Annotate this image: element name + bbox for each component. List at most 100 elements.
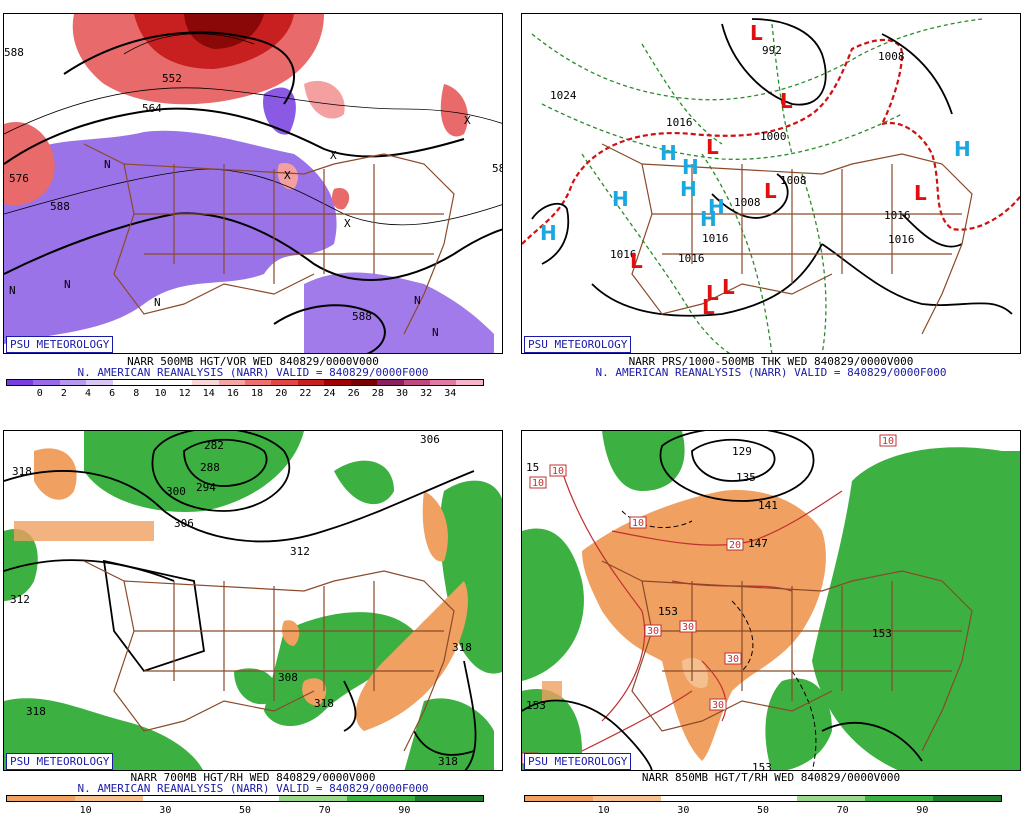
- colorbar-tick-label: 14: [202, 388, 215, 399]
- svg-text:318: 318: [26, 705, 46, 718]
- svg-text:312: 312: [10, 593, 30, 606]
- svg-text:30: 30: [647, 626, 659, 637]
- colorbar-tick-label: 6: [109, 388, 116, 399]
- svg-text:H: H: [700, 207, 717, 231]
- svg-text:H: H: [682, 155, 699, 179]
- colorbar-tick-label: 12: [178, 388, 191, 399]
- colorbar-swatch: [403, 380, 430, 385]
- svg-text:318: 318: [452, 641, 472, 654]
- caption-line-2: N. AMERICAN REANALYSIS (NARR) VALID = 84…: [595, 366, 947, 379]
- colorbar-tick-label: 16: [226, 388, 239, 399]
- svg-text:10: 10: [632, 518, 644, 529]
- psu-meteorology-label: PSU METEOROLOGY: [6, 336, 114, 353]
- svg-text:58: 58: [492, 162, 503, 175]
- panel-850mb-temp-rh: 129 135 141 147 153 153 153 153 15 10 10…: [521, 417, 1021, 817]
- svg-text:L: L: [914, 181, 927, 205]
- colorbar-tick-label: 22: [299, 388, 312, 399]
- svg-text:147: 147: [748, 537, 768, 550]
- svg-text:10: 10: [552, 466, 564, 477]
- colorbar-tick-label: 90: [916, 805, 929, 816]
- caption-line-1: NARR 700MB HGT/RH WED 840829/0000V000: [130, 771, 376, 784]
- svg-text:564: 564: [142, 102, 162, 115]
- svg-text:318: 318: [314, 697, 334, 710]
- svg-text:H: H: [680, 177, 697, 201]
- svg-text:H: H: [612, 187, 629, 211]
- svg-text:576: 576: [9, 172, 29, 185]
- colorbar-swatch: [165, 380, 193, 385]
- svg-text:153: 153: [526, 699, 546, 712]
- svg-text:N: N: [154, 296, 161, 309]
- svg-text:288: 288: [200, 461, 220, 474]
- svg-text:1016: 1016: [702, 232, 729, 245]
- colorbar-tick-label: 2: [60, 388, 67, 399]
- svg-text:141: 141: [758, 499, 778, 512]
- colorbar-swatch: [86, 380, 113, 385]
- svg-text:L: L: [750, 21, 763, 45]
- colorbar-tick-label: 20: [275, 388, 288, 399]
- svg-text:992: 992: [762, 44, 782, 57]
- svg-text:588: 588: [352, 310, 372, 323]
- svg-text:153: 153: [658, 605, 678, 618]
- colorbar-swatch: [75, 796, 143, 801]
- panel-500mb-vorticity: 588 552 564 576 588 588 58 N N N N N N X X X…: [3, 0, 503, 400]
- svg-text:1016: 1016: [678, 252, 705, 265]
- svg-text:X: X: [344, 217, 351, 230]
- svg-text:294: 294: [196, 481, 216, 494]
- colorbar: [6, 795, 484, 802]
- colorbar-swatch: [279, 796, 347, 801]
- colorbar-swatch: [456, 380, 483, 385]
- svg-text:282: 282: [204, 439, 224, 452]
- colorbar-tick-label: 10: [154, 388, 167, 399]
- colorbar-swatch: [593, 796, 661, 801]
- svg-text:X: X: [330, 149, 337, 162]
- colorbar-swatch: [143, 796, 211, 801]
- colorbar-tick-label: 32: [420, 388, 433, 399]
- colorbar-swatch: [192, 380, 219, 385]
- colorbar-tick-label: 18: [251, 388, 264, 399]
- colorbar-swatch: [324, 380, 351, 385]
- caption-line-1: NARR PRS/1000-500MB THK WED 840829/0000V…: [628, 355, 914, 368]
- svg-text:30: 30: [727, 654, 739, 665]
- svg-text:N: N: [414, 294, 421, 307]
- svg-text:1008: 1008: [734, 196, 761, 209]
- colorbar-swatch: [297, 380, 325, 385]
- svg-text:300: 300: [166, 485, 186, 498]
- svg-text:N: N: [9, 284, 16, 297]
- svg-text:L: L: [780, 89, 793, 113]
- colorbar-tick-label: 50: [756, 805, 770, 816]
- map-850mb: 129 135 141 147 153 153 153 153 15 10 10…: [521, 430, 1021, 771]
- colorbar-swatch: [797, 796, 865, 801]
- svg-text:H: H: [708, 195, 725, 219]
- svg-text:588: 588: [50, 200, 70, 213]
- svg-text:N: N: [64, 278, 71, 291]
- svg-text:308: 308: [278, 671, 298, 684]
- caption-line-2: N. AMERICAN REANALYSIS (NARR) VALID = 84…: [77, 366, 429, 379]
- svg-text:H: H: [540, 221, 557, 245]
- colorbar: [524, 795, 1002, 802]
- svg-text:L: L: [702, 295, 715, 319]
- colorbar-tick-label: 90: [398, 805, 411, 816]
- svg-text:N: N: [432, 326, 439, 339]
- svg-text:306: 306: [420, 433, 440, 446]
- colorbar-swatch: [33, 380, 60, 385]
- psu-meteorology-label: PSU METEOROLOGY: [524, 336, 632, 353]
- caption-line-1: NARR 850MB HGT/T/RH WED 840829/0000V000: [641, 771, 901, 784]
- svg-text:30: 30: [712, 700, 724, 711]
- colorbar-tick-label: 28: [371, 388, 384, 399]
- colorbar-tick-label: 30: [159, 805, 172, 816]
- colorbar-tick-label: 10: [597, 805, 610, 816]
- svg-text:L: L: [630, 249, 643, 273]
- svg-text:1024: 1024: [550, 89, 577, 102]
- svg-text:1008: 1008: [780, 174, 807, 187]
- svg-text:153: 153: [872, 627, 892, 640]
- colorbar-swatch: [112, 380, 140, 385]
- colorbar-tick-label: 24: [323, 388, 336, 399]
- colorbar-swatch: [430, 380, 457, 385]
- colorbar-swatch: [415, 796, 483, 801]
- colorbar-swatch: [7, 796, 75, 801]
- svg-text:1016: 1016: [888, 233, 915, 246]
- colorbar-tick-label: 30: [395, 388, 409, 399]
- svg-text:312: 312: [290, 545, 310, 558]
- svg-text:L: L: [764, 179, 777, 203]
- svg-text:H: H: [660, 141, 677, 165]
